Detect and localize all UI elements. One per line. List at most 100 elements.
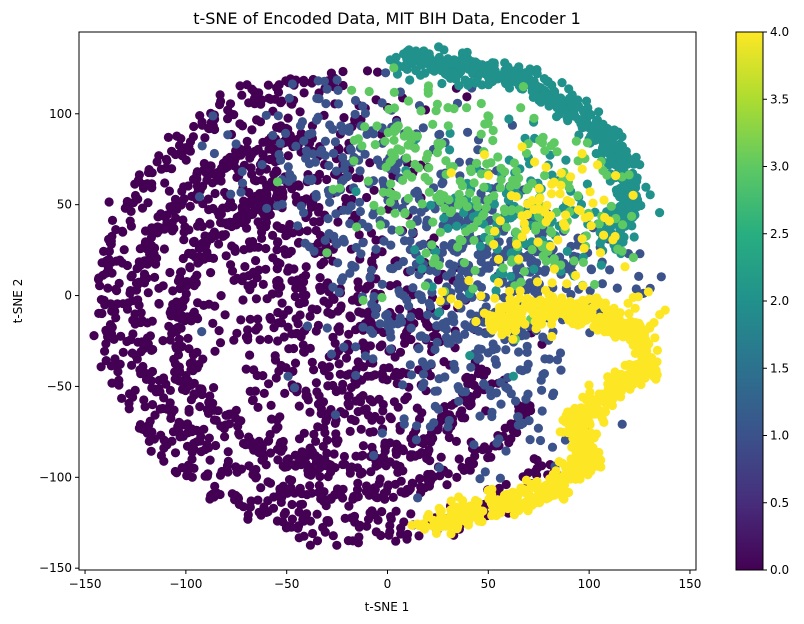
scatter-point: [232, 172, 242, 182]
scatter-point: [589, 407, 599, 417]
scatter-point: [420, 281, 430, 291]
scatter-point: [450, 364, 460, 374]
scatter-point: [362, 192, 372, 203]
scatter-point: [296, 128, 306, 139]
scatter-point: [597, 129, 607, 139]
scatter-point: [606, 154, 616, 164]
scatter-point: [344, 391, 354, 401]
scatter-point: [225, 99, 236, 109]
scatter-point: [331, 209, 341, 219]
scatter-point: [391, 165, 401, 175]
scatter-point: [656, 272, 666, 282]
scatter-point: [606, 201, 616, 211]
scatter-point: [502, 327, 512, 337]
scatter-point: [432, 524, 442, 534]
scatter-point: [360, 149, 370, 159]
scatter-point: [523, 389, 533, 399]
y-tick-label: −100: [39, 470, 72, 484]
scatter-point: [402, 59, 412, 69]
scatter-point: [573, 435, 583, 445]
scatter-point: [181, 289, 191, 299]
scatter-point: [290, 383, 300, 393]
scatter-point: [603, 372, 613, 382]
scatter-point: [432, 425, 443, 435]
scatter-point: [465, 351, 475, 361]
scatter-point: [159, 244, 169, 254]
scatter-point: [535, 435, 546, 446]
scatter-point: [275, 412, 285, 422]
scatter-point: [269, 169, 279, 179]
scatter-point: [582, 179, 593, 189]
scatter-point: [407, 130, 417, 140]
scatter-point: [386, 179, 396, 189]
scatter-point: [491, 286, 501, 296]
scatter-point: [489, 191, 499, 201]
scatter-point: [406, 323, 416, 333]
scatter-point: [216, 176, 226, 186]
scatter-point: [496, 399, 506, 409]
scatter-point: [280, 507, 290, 518]
scatter-point: [365, 427, 375, 437]
scatter-point: [149, 434, 159, 444]
scatter-point: [253, 314, 263, 324]
scatter-point: [558, 105, 568, 115]
scatter-point: [594, 107, 604, 117]
scatter-point: [344, 501, 354, 511]
scatter-point: [469, 62, 479, 72]
scatter-point: [320, 235, 330, 245]
scatter-point: [104, 254, 114, 264]
scatter-point: [624, 309, 634, 319]
scatter-point: [597, 279, 608, 289]
scatter-point: [333, 217, 343, 227]
scatter-point: [556, 365, 566, 375]
scatter-point: [547, 442, 558, 452]
scatter-point: [600, 407, 611, 417]
scatter-point: [309, 246, 319, 256]
scatter-point: [330, 418, 340, 428]
scatter-point: [372, 121, 382, 131]
scatter-point: [510, 326, 521, 336]
scatter-point: [633, 292, 643, 302]
scatter-point: [302, 490, 312, 500]
scatter-point: [380, 136, 390, 146]
scatter-point: [369, 450, 379, 461]
scatter-point: [423, 81, 434, 91]
scatter-point: [447, 400, 457, 410]
scatter-point: [271, 373, 281, 383]
scatter-point: [294, 299, 304, 309]
scatter-point: [196, 447, 206, 457]
scatter-point: [571, 270, 581, 281]
scatter-point: [183, 460, 193, 470]
scatter-point: [202, 168, 213, 178]
scatter-point: [146, 446, 156, 456]
scatter-point: [451, 436, 461, 446]
scatter-point: [244, 271, 254, 281]
scatter-point: [165, 385, 175, 395]
scatter-point: [297, 117, 307, 127]
scatter-point: [238, 147, 248, 157]
scatter-point: [289, 264, 299, 274]
scatter-point: [501, 479, 511, 490]
scatter-point: [142, 428, 152, 438]
scatter-point: [533, 423, 544, 433]
scatter-point: [590, 279, 600, 290]
scatter-point: [370, 309, 381, 320]
scatter-point: [618, 237, 628, 247]
y-tick-label: 0: [64, 289, 72, 303]
scatter-point: [264, 93, 274, 103]
scatter-point: [373, 67, 383, 77]
scatter-point: [353, 134, 363, 144]
scatter-point: [358, 238, 368, 248]
scatter-point: [322, 84, 332, 94]
scatter-point: [338, 175, 348, 185]
scatter-point: [496, 175, 506, 185]
scatter-point: [133, 194, 143, 204]
scatter-point: [104, 234, 114, 244]
scatter-point: [289, 343, 299, 354]
scatter-point: [119, 245, 129, 255]
scatter-point: [599, 195, 609, 205]
scatter-point: [261, 110, 271, 120]
scatter-point: [323, 472, 333, 482]
scatter-point: [477, 517, 487, 527]
colorbar-tick-label: 2.5: [770, 227, 789, 241]
